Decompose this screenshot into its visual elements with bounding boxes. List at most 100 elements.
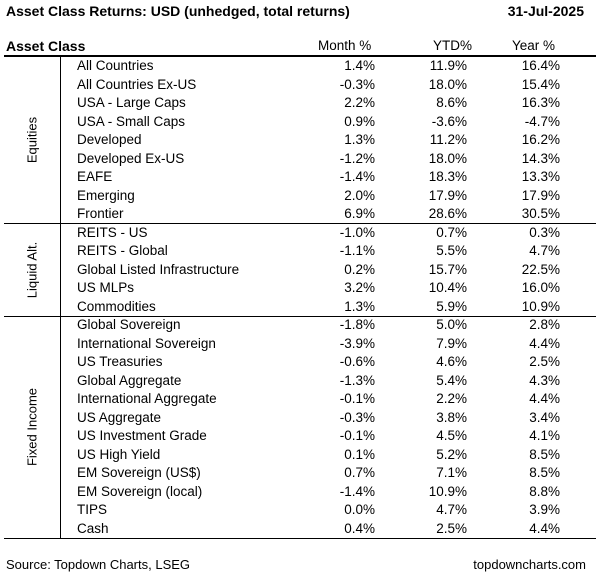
- table-row: Global Listed Infrastructure 0.2% 15.7% 22.…: [0, 261, 600, 280]
- month-value: 0.4%: [344, 520, 375, 536]
- table-row: US Treasuries -0.6% 4.6% 2.5%: [0, 353, 600, 372]
- month-value: -0.3%: [339, 76, 375, 92]
- month-value: 0.0%: [344, 502, 375, 517]
- year-value: 13.3%: [521, 169, 560, 184]
- ytd-value: 5.9%: [436, 298, 467, 314]
- month-value: -0.6%: [339, 354, 375, 369]
- ytd-value: 4.7%: [436, 502, 467, 517]
- year-value: 16.0%: [521, 280, 560, 295]
- asset-name: Emerging: [77, 187, 135, 203]
- asset-name: Developed: [77, 132, 142, 147]
- table-row: REITS - US -1.0% 0.7% 0.3%: [0, 224, 600, 243]
- year-value: 0.3%: [529, 224, 560, 240]
- year-value: 4.1%: [529, 428, 560, 443]
- asset-name: Global Listed Infrastructure: [77, 261, 240, 277]
- year-value: 17.9%: [521, 187, 560, 203]
- ytd-value: 2.2%: [436, 391, 467, 406]
- month-value: -1.4%: [339, 169, 375, 184]
- year-value: 14.3%: [521, 150, 560, 166]
- asset-name: Developed Ex-US: [77, 150, 185, 166]
- asset-name: EM Sovereign (US$): [77, 465, 201, 480]
- month-value: 6.9%: [344, 206, 375, 221]
- year-value: 2.5%: [529, 354, 560, 369]
- table-row: TIPS 0.0% 4.7% 3.9%: [0, 501, 600, 520]
- column-header-month: Month %: [318, 38, 372, 53]
- table-row: Global Sovereign -1.8% 5.0% 2.8%: [0, 316, 600, 335]
- ytd-value: 17.9%: [428, 187, 467, 203]
- asset-name: US High Yield: [77, 446, 161, 462]
- site-credit: topdowncharts.com: [473, 557, 586, 572]
- ytd-value: 18.0%: [428, 76, 467, 92]
- ytd-value: 7.1%: [436, 465, 467, 480]
- group-divider-vertical: [60, 56, 61, 538]
- group-label: Fixed Income: [24, 387, 40, 467]
- month-value: 0.7%: [344, 465, 375, 480]
- ytd-value: 11.2%: [429, 132, 467, 147]
- ytd-value: 3.8%: [436, 409, 467, 425]
- ytd-value: 5.4%: [436, 372, 467, 388]
- asset-name: International Aggregate: [77, 391, 217, 406]
- ytd-value: 5.5%: [436, 243, 467, 258]
- year-value: 16.2%: [521, 132, 560, 147]
- footer-rule: [4, 538, 596, 539]
- asset-name: REITS - US: [77, 224, 148, 240]
- group-label: Equities: [24, 117, 40, 164]
- ytd-value: 5.2%: [436, 446, 467, 462]
- table-row: EAFE -1.4% 18.3% 13.3%: [0, 168, 600, 187]
- ytd-value: 4.5%: [436, 428, 467, 443]
- table-row: International Sovereign -3.9% 7.9% 4.4%: [0, 335, 600, 354]
- asset-name: All Countries: [77, 58, 154, 73]
- column-header-asset-class: Asset Class: [6, 38, 86, 54]
- source-note: Source: Topdown Charts, LSEG: [6, 557, 191, 572]
- table-row: US Investment Grade -0.1% 4.5% 4.1%: [0, 427, 600, 446]
- asset-name: USA - Small Caps: [77, 113, 186, 129]
- year-value: 10.9%: [521, 298, 560, 314]
- table-row: US Aggregate -0.3% 3.8% 3.4%: [0, 409, 600, 428]
- group-separator: [4, 223, 596, 224]
- group-separator: [4, 315, 596, 317]
- table-row: REITS - Global -1.1% 5.5% 4.7%: [0, 242, 600, 261]
- year-value: 3.4%: [529, 409, 560, 425]
- month-value: -1.0%: [339, 224, 375, 240]
- asset-name: US Aggregate: [77, 409, 162, 425]
- asset-name: US Investment Grade: [77, 428, 207, 443]
- year-value: 15.4%: [521, 76, 560, 92]
- ytd-value: 10.4%: [428, 280, 467, 295]
- month-value: -1.8%: [339, 317, 375, 332]
- asset-name: EAFE: [77, 169, 113, 184]
- asset-name: Commodities: [77, 298, 156, 314]
- table-row: Emerging 2.0% 17.9% 17.9%: [0, 187, 600, 206]
- header-rule: [4, 55, 596, 57]
- asset-name: EM Sovereign (local): [77, 483, 203, 499]
- column-header-year: Year %: [512, 38, 556, 53]
- chart-title: Asset Class Returns: USD (unhedged, tota…: [6, 3, 350, 19]
- asset-name: All Countries Ex-US: [77, 76, 197, 92]
- table-row: Developed Ex-US -1.2% 18.0% 14.3%: [0, 150, 600, 169]
- year-value: 2.8%: [529, 317, 560, 332]
- month-value: 0.1%: [344, 446, 375, 462]
- asset-name: USA - Large Caps: [77, 95, 186, 110]
- group-label: Liquid Alt.: [24, 241, 40, 298]
- month-value: -1.4%: [339, 483, 375, 499]
- table-row: USA - Large Caps 2.2% 8.6% 16.3%: [0, 94, 600, 113]
- asset-name: US Treasuries: [77, 354, 163, 369]
- year-value: 22.5%: [521, 261, 560, 277]
- month-value: -1.2%: [339, 150, 375, 166]
- asset-name: Global Aggregate: [77, 372, 182, 388]
- table-row: Commodities 1.3% 5.9% 10.9%: [0, 298, 600, 317]
- month-value: 0.2%: [344, 261, 375, 277]
- asset-name: US MLPs: [77, 280, 135, 295]
- asset-name: Frontier: [77, 206, 124, 221]
- year-value: 4.4%: [529, 335, 560, 351]
- month-value: -0.1%: [339, 428, 375, 443]
- month-value: 2.0%: [344, 187, 375, 203]
- year-value: 3.9%: [529, 502, 560, 517]
- table-row: Global Aggregate -1.3% 5.4% 4.3%: [0, 372, 600, 391]
- table-row: Frontier 6.9% 28.6% 30.5%: [0, 205, 600, 224]
- table-row: EM Sovereign (US$) 0.7% 7.1% 8.5%: [0, 464, 600, 483]
- year-value: -4.7%: [524, 113, 560, 129]
- month-value: -1.3%: [339, 372, 375, 388]
- year-value: 8.5%: [529, 465, 560, 480]
- asset-name: Cash: [77, 520, 109, 536]
- month-value: 1.3%: [344, 298, 375, 314]
